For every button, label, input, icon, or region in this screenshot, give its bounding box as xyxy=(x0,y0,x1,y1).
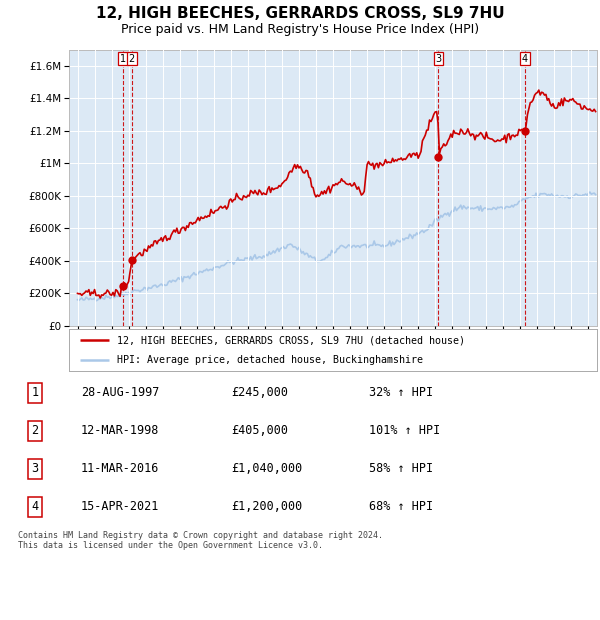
Text: £1,040,000: £1,040,000 xyxy=(231,463,302,476)
Text: 12, HIGH BEECHES, GERRARDS CROSS, SL9 7HU (detached house): 12, HIGH BEECHES, GERRARDS CROSS, SL9 7H… xyxy=(116,335,464,345)
Text: 32% ↑ HPI: 32% ↑ HPI xyxy=(369,386,433,399)
Text: 3: 3 xyxy=(436,54,442,64)
Text: 4: 4 xyxy=(522,54,528,64)
Text: 15-APR-2021: 15-APR-2021 xyxy=(81,500,160,513)
Text: 68% ↑ HPI: 68% ↑ HPI xyxy=(369,500,433,513)
Text: 28-AUG-1997: 28-AUG-1997 xyxy=(81,386,160,399)
Text: Price paid vs. HM Land Registry's House Price Index (HPI): Price paid vs. HM Land Registry's House … xyxy=(121,23,479,36)
Text: 12-MAR-1998: 12-MAR-1998 xyxy=(81,424,160,437)
Text: 11-MAR-2016: 11-MAR-2016 xyxy=(81,463,160,476)
Text: 2: 2 xyxy=(129,54,135,64)
Text: HPI: Average price, detached house, Buckinghamshire: HPI: Average price, detached house, Buck… xyxy=(116,355,422,365)
Text: 4: 4 xyxy=(31,500,38,513)
Text: Contains HM Land Registry data © Crown copyright and database right 2024.
This d: Contains HM Land Registry data © Crown c… xyxy=(18,531,383,550)
Text: 1: 1 xyxy=(31,386,38,399)
Text: 58% ↑ HPI: 58% ↑ HPI xyxy=(369,463,433,476)
Text: 101% ↑ HPI: 101% ↑ HPI xyxy=(369,424,440,437)
Text: 2: 2 xyxy=(31,424,38,437)
Text: 12, HIGH BEECHES, GERRARDS CROSS, SL9 7HU: 12, HIGH BEECHES, GERRARDS CROSS, SL9 7H… xyxy=(95,6,505,21)
Text: 3: 3 xyxy=(31,463,38,476)
Text: £245,000: £245,000 xyxy=(231,386,288,399)
Text: £1,200,000: £1,200,000 xyxy=(231,500,302,513)
Text: £405,000: £405,000 xyxy=(231,424,288,437)
Text: 1: 1 xyxy=(120,54,126,64)
